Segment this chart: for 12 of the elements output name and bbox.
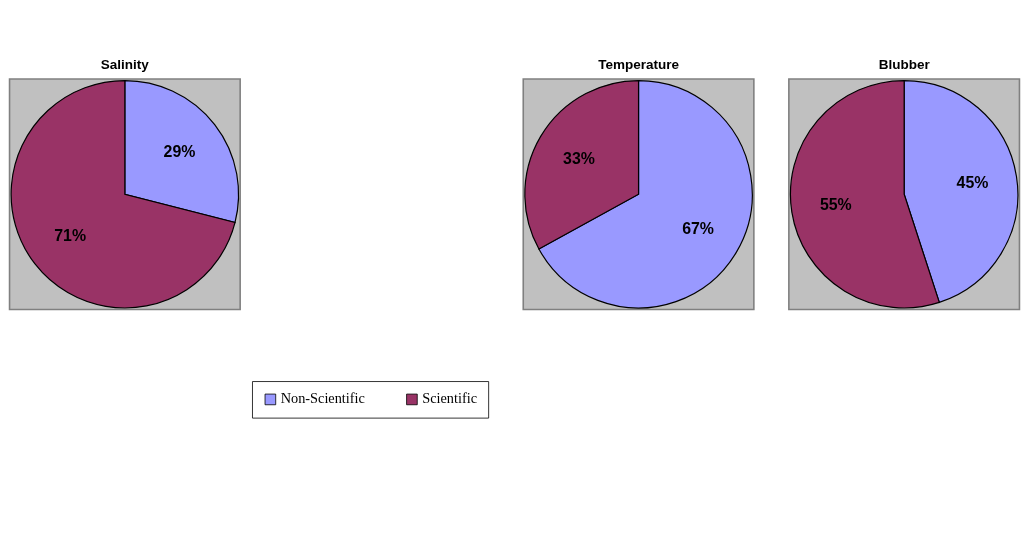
chart-title: Temperature: [598, 56, 680, 72]
data-label: 71%: [54, 227, 87, 245]
chart-title: Salinity: [100, 56, 150, 72]
data-label: 29%: [163, 142, 196, 160]
legend-label: Scientific: [422, 390, 478, 407]
data-label: 45%: [956, 174, 989, 192]
data-label: 33%: [563, 149, 595, 167]
pie-slice: [10, 79, 236, 309]
data-label: 55%: [819, 195, 852, 213]
data-label: 67%: [682, 220, 715, 238]
legend-label: Non-Scientific: [280, 390, 365, 407]
chart-title: Blubber: [878, 56, 931, 72]
